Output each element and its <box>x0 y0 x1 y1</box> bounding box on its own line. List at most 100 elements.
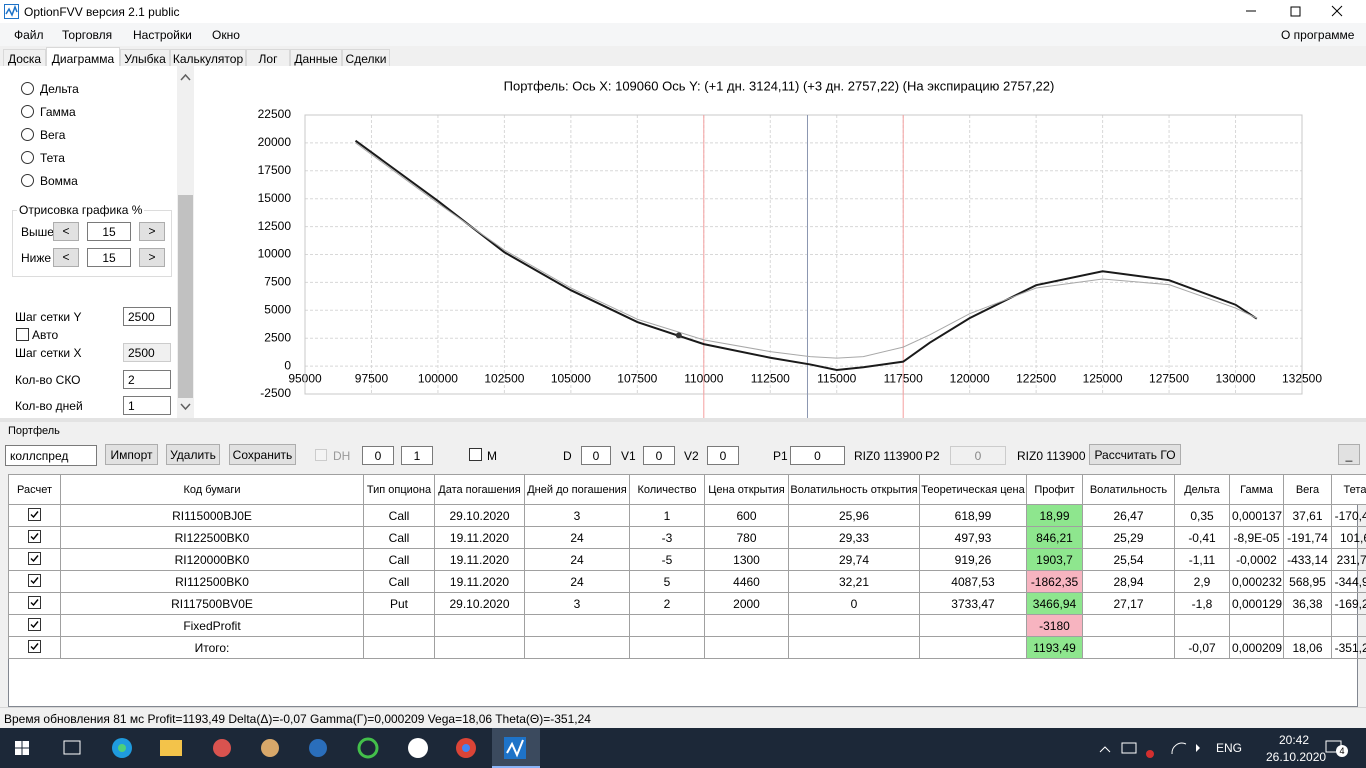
table-cell: 24 <box>524 570 630 593</box>
scrollbar[interactable] <box>177 66 194 418</box>
table-cell: 5 <box>629 570 705 593</box>
toolbar-input[interactable]: 0 <box>707 446 739 465</box>
column-header[interactable]: Расчет <box>8 474 61 505</box>
increment-button[interactable]: > <box>139 248 165 267</box>
table-cell <box>629 636 705 659</box>
radio-button[interactable] <box>21 174 34 187</box>
field-input[interactable]: 2500 <box>123 343 171 362</box>
checkbox[interactable] <box>16 328 29 341</box>
taskbar-icons[interactable] <box>0 728 540 768</box>
tab[interactable]: Данные <box>290 49 342 67</box>
checkbox[interactable] <box>28 617 41 631</box>
toolbar-button[interactable]: _ <box>1338 444 1360 465</box>
cursor-point <box>675 332 682 339</box>
y-tick-label: 7500 <box>264 275 291 289</box>
radio-button[interactable] <box>21 82 34 95</box>
toolbar-input[interactable]: 0 <box>362 446 394 465</box>
column-header[interactable]: Дельта <box>1174 474 1230 505</box>
tray-icons[interactable] <box>1090 728 1210 768</box>
toolbar-button[interactable]: Удалить <box>166 444 220 465</box>
toolbar-input[interactable]: 0 <box>643 446 675 465</box>
column-header[interactable]: Волатильность <box>1082 474 1175 505</box>
radio-label: Вега <box>40 128 66 142</box>
checkbox[interactable] <box>28 595 41 609</box>
calc-cell[interactable] <box>8 592 61 615</box>
menu-item[interactable]: Торговля <box>62 28 113 42</box>
checkbox[interactable] <box>28 639 41 653</box>
field-label: Шаг сетки X <box>15 346 82 360</box>
value-box[interactable]: 15 <box>87 222 131 241</box>
checkbox[interactable] <box>469 448 482 461</box>
toolbar-button[interactable]: Рассчитать ГО <box>1089 444 1181 465</box>
column-header[interactable]: Волатильность открытия <box>788 474 920 505</box>
calc-cell[interactable] <box>8 504 61 527</box>
clock-time[interactable]: 20:42 <box>1278 733 1310 747</box>
tab[interactable]: Диаграмма <box>46 47 120 67</box>
tab[interactable]: Лог <box>246 49 290 67</box>
scroll-thumb[interactable] <box>178 195 193 398</box>
field-input[interactable]: 2 <box>123 370 171 389</box>
column-header[interactable]: Дата погашения <box>434 474 525 505</box>
table-cell: 600 <box>704 504 789 527</box>
series-line <box>355 142 1258 359</box>
radio-button[interactable] <box>21 151 34 164</box>
scroll-up[interactable] <box>177 72 194 82</box>
calc-cell[interactable] <box>8 548 61 571</box>
menu-item[interactable]: Файл <box>14 28 44 42</box>
column-header[interactable]: Код бумаги <box>60 474 364 505</box>
table-cell: RI120000BK0 <box>60 548 364 571</box>
toolbar-input[interactable]: 0 <box>790 446 845 465</box>
toolbar-input[interactable]: 1 <box>401 446 433 465</box>
radio-button[interactable] <box>21 128 34 141</box>
toolbar-input[interactable]: 0 <box>581 446 611 465</box>
column-header[interactable]: Теоретическая цена <box>919 474 1027 505</box>
field-input[interactable]: 2500 <box>123 307 171 326</box>
calc-cell[interactable] <box>8 526 61 549</box>
column-header[interactable]: Дней до погашения <box>524 474 630 505</box>
calc-cell[interactable] <box>8 636 61 659</box>
checkbox[interactable] <box>28 573 41 587</box>
table-cell: 32,21 <box>788 570 920 593</box>
table-cell: -3 <box>629 526 705 549</box>
scroll-down[interactable] <box>177 402 194 412</box>
increment-button[interactable]: > <box>139 222 165 241</box>
checkbox[interactable] <box>28 529 41 543</box>
clock-date[interactable]: 26.10.2020 <box>1266 750 1327 764</box>
column-header[interactable]: Тета <box>1331 474 1366 505</box>
tab[interactable]: Улыбка <box>120 49 170 67</box>
column-header[interactable]: Цена открытия <box>704 474 789 505</box>
radio-button[interactable] <box>21 105 34 118</box>
column-header[interactable]: Тип опциона <box>363 474 435 505</box>
column-header[interactable]: Количество <box>629 474 705 505</box>
value-box[interactable]: 15 <box>87 248 131 267</box>
combo-box[interactable]: коллспред <box>5 445 97 466</box>
checkbox[interactable] <box>28 507 41 521</box>
tab[interactable]: Сделки <box>342 49 390 67</box>
table-row: RI120000BK0 Call 19.11.2020 24 -5 1300 29,74 91… <box>8 548 1366 571</box>
calc-cell[interactable] <box>8 614 61 637</box>
column-header[interactable]: Гамма <box>1229 474 1284 505</box>
table-cell <box>1283 614 1332 637</box>
notification-count[interactable]: 4 <box>1336 745 1348 757</box>
column-header[interactable]: Вега <box>1283 474 1332 505</box>
decrement-button[interactable]: < <box>53 222 79 241</box>
group-title: Отрисовка графика % <box>17 203 145 217</box>
field-input[interactable]: 1 <box>123 396 171 415</box>
splitter[interactable] <box>0 418 1366 422</box>
toolbar-button[interactable]: Импорт <box>105 444 158 465</box>
toolbar-label: V1 <box>621 449 636 463</box>
tab[interactable]: Доска <box>3 49 46 67</box>
decrement-button[interactable]: < <box>53 248 79 267</box>
toolbar-button[interactable]: Сохранить <box>229 444 296 465</box>
tab[interactable]: Калькулятор <box>170 49 246 67</box>
window-controls[interactable] <box>1230 0 1366 23</box>
menu-item[interactable]: О программе <box>1281 28 1355 42</box>
table-cell: 28,94 <box>1082 570 1175 593</box>
menu-item[interactable]: Окно <box>212 28 240 42</box>
menu-item[interactable]: Настройки <box>133 28 192 42</box>
checkbox[interactable] <box>28 551 41 565</box>
calc-cell[interactable] <box>8 570 61 593</box>
language[interactable]: ENG <box>1216 741 1243 755</box>
column-header[interactable]: Профит <box>1026 474 1083 505</box>
table-cell: 1193,49 <box>1026 636 1083 659</box>
